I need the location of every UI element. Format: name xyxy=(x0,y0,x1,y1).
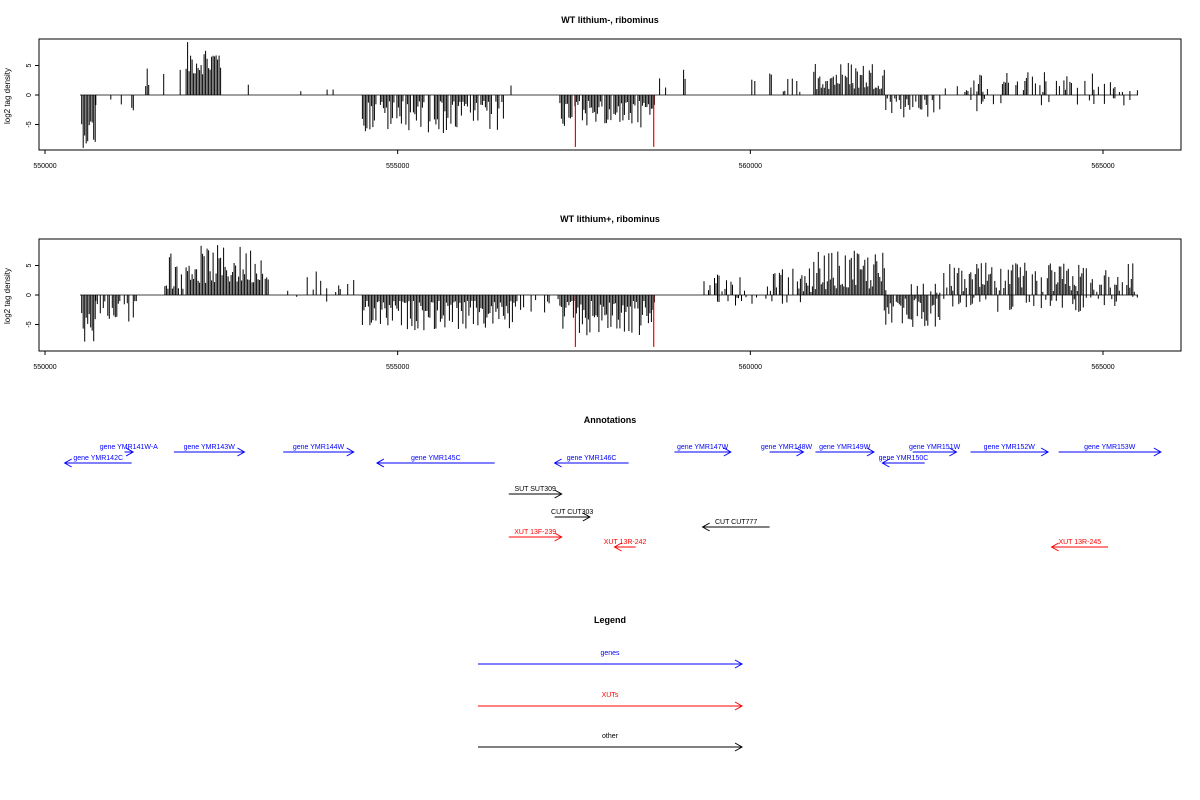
feature-label: gene YMR153W xyxy=(1084,444,1136,451)
x-tick-label: 560000 xyxy=(739,364,762,371)
x-tick-label: 555000 xyxy=(386,163,409,170)
feature-label: CUT CUT303 xyxy=(551,509,593,516)
x-tick-label: 565000 xyxy=(1091,364,1114,371)
legend-label: genes xyxy=(600,650,620,657)
feature-arrow xyxy=(124,447,135,457)
feature-label: gene YMR148W xyxy=(761,444,813,451)
feature-arrow xyxy=(912,447,958,457)
feature-label: gene YMR141W-A xyxy=(100,444,158,451)
legend-arrow xyxy=(478,701,744,711)
feature-arrow xyxy=(613,542,636,552)
feature-arrow xyxy=(375,458,495,468)
x-tick-label: 550000 xyxy=(33,163,56,170)
x-axis: 550000 555000 560000 565000 xyxy=(33,351,1115,371)
feature-label: gene YMR145C xyxy=(411,455,461,462)
x-tick-label: 550000 xyxy=(33,364,56,371)
feature-label: gene YMR151W xyxy=(909,444,961,451)
feature-arrow xyxy=(283,447,355,457)
panel-title: WT lithium+, ribominus xyxy=(560,214,660,224)
feature-arrow xyxy=(553,458,629,468)
legend-title: Legend xyxy=(594,615,626,625)
y-tick-label: 5 xyxy=(26,263,33,267)
legend-items: genes XUTs other xyxy=(478,650,744,752)
legend: Legend genes XUTs other xyxy=(478,615,744,752)
track-panel-lithium-plus: WT lithium+, ribominus log2 tag density … xyxy=(3,214,1182,371)
y-tick-label: 0 xyxy=(26,93,33,97)
y-tick-label: 0 xyxy=(26,293,33,297)
feature-label: SUT SUT309 xyxy=(514,486,556,493)
legend-label: XUTs xyxy=(602,692,619,699)
feature-arrow xyxy=(769,447,805,457)
feature-arrow xyxy=(674,447,732,457)
feature-arrow xyxy=(881,458,925,468)
legend-arrow xyxy=(478,659,744,669)
feature-arrow xyxy=(173,447,246,457)
feature-arrow xyxy=(63,458,132,468)
annotations-title: Annotations xyxy=(584,415,637,425)
feature-arrow xyxy=(970,447,1050,457)
feature-label: gene YMR152W xyxy=(984,444,1036,451)
red-markers xyxy=(574,295,655,347)
track-bars xyxy=(81,245,1138,342)
feature-arrow xyxy=(508,532,563,542)
x-axis: 550000 555000 560000 565000 xyxy=(33,150,1115,170)
y-tick-label: -5 xyxy=(26,321,33,327)
feature-label: gene YMR142C xyxy=(73,455,123,462)
track-panel-lithium-minus: WT lithium-, ribominus log2 tag density … xyxy=(3,15,1182,170)
feature-label: XUT 13F-239 xyxy=(514,529,556,536)
y-axis: -5 0 5 xyxy=(26,263,39,328)
panel-title: WT lithium-, ribominus xyxy=(561,15,659,25)
legend-label: other xyxy=(602,733,619,740)
feature-label: CUT CUT777 xyxy=(715,519,757,526)
feature-arrow xyxy=(815,447,875,457)
red-markers xyxy=(574,95,655,147)
y-axis-label: log2 tag density xyxy=(3,268,12,324)
legend-arrow xyxy=(478,742,744,752)
x-tick-label: 565000 xyxy=(1091,163,1114,170)
feature-arrow xyxy=(508,489,563,499)
feature-label: XUT 13R-242 xyxy=(604,539,647,546)
feature-label: gene YMR150C xyxy=(879,455,929,462)
feature-label: gene YMR144W xyxy=(293,444,345,451)
y-axis-label: log2 tag density xyxy=(3,68,12,124)
y-axis: -5 0 5 xyxy=(26,63,39,128)
feature-label: gene YMR149W xyxy=(819,444,871,451)
feature-label: XUT 13R-245 xyxy=(1058,539,1101,546)
x-tick-label: 560000 xyxy=(739,163,762,170)
x-tick-label: 555000 xyxy=(386,364,409,371)
feature-arrow xyxy=(1050,542,1108,552)
y-tick-label: -5 xyxy=(26,121,33,127)
feature-label: gene YMR143W xyxy=(184,444,236,451)
feature-label: gene YMR146C xyxy=(567,455,617,462)
feature-label: gene YMR147W xyxy=(677,444,729,451)
y-tick-label: 5 xyxy=(26,63,33,67)
feature-arrows: gene YMR141W-A gene YMR142C gene YMR143W ge… xyxy=(63,444,1162,552)
feature-arrow xyxy=(701,522,770,532)
feature-arrow xyxy=(1058,447,1162,457)
feature-arrow xyxy=(554,512,591,522)
